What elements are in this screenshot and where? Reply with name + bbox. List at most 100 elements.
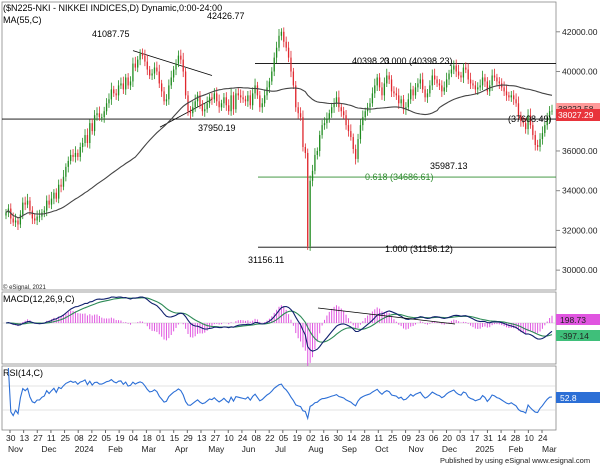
month-label: Jun: [242, 444, 256, 454]
candle-body: [196, 95, 199, 102]
candle-body: [338, 97, 340, 108]
candle-body: [508, 95, 510, 98]
candle-body: [108, 99, 110, 104]
candle-body: [343, 111, 345, 116]
candle-body: [505, 91, 508, 96]
candle-body: [386, 75, 388, 84]
rsi-panel: [2, 367, 556, 421]
candle-body: [12, 218, 14, 223]
candle-body: [67, 160, 69, 167]
candle-body: [91, 123, 93, 132]
candle-body: [53, 192, 55, 199]
date-tick-label: 27: [211, 433, 221, 443]
ma-value-flag-bg: [556, 103, 600, 114]
candle-body: [101, 117, 103, 118]
date-tick-label: 10: [224, 433, 234, 443]
annotation-label: 35987.13: [430, 161, 468, 171]
candle-body: [127, 77, 129, 86]
candle-body: [474, 85, 477, 90]
candle-body: [17, 220, 19, 225]
candle-body: [177, 55, 180, 64]
candle-body: [510, 95, 512, 98]
macd-divergence-line: [317, 307, 456, 325]
candle-body: [426, 93, 429, 98]
candle-body: [232, 95, 235, 110]
candle-body: [477, 87, 479, 90]
candle-body: [544, 125, 546, 134]
date-tick-label: 25: [61, 433, 71, 443]
date-tick-label: 04: [129, 433, 139, 443]
candle-body: [532, 125, 534, 136]
candle-body: [491, 75, 493, 86]
candle-body: [345, 115, 347, 126]
candle-body: [266, 87, 268, 96]
date-tick-label: 24: [538, 433, 548, 443]
candle-body: [105, 103, 108, 112]
candle-body: [390, 79, 393, 92]
candle-body: [256, 85, 259, 96]
candle-body: [249, 95, 251, 106]
candle-body: [211, 97, 213, 100]
candle-body: [206, 103, 208, 110]
date-tick-label: 08: [252, 433, 262, 443]
date-axis: 30 13 27 11 25 08 22 05 19 04 18 01 15 29 13 27 10 24 08 22…: [6, 430, 557, 454]
candle-body: [467, 69, 469, 80]
date-tick-label: 17: [470, 433, 480, 443]
month-label: Feb: [509, 444, 524, 454]
candle-body: [314, 154, 316, 171]
annotation-label: 42426.77: [207, 11, 245, 21]
candle-body: [546, 117, 548, 126]
candle-body: [268, 81, 271, 88]
candle-body: [93, 115, 96, 132]
candle-body: [357, 139, 359, 159]
candle-body: [287, 47, 290, 58]
date-tick-label: 09: [402, 433, 412, 443]
candle-body: [65, 166, 67, 177]
candle-body: [297, 107, 299, 114]
macd-label: MACD(12,26,9,C): [3, 294, 75, 304]
date-tick-label: 13: [197, 433, 207, 443]
candle-body: [354, 148, 357, 159]
candle-body: [132, 63, 134, 82]
candle-body: [230, 95, 232, 112]
last-price-flag: 38027.29: [558, 110, 594, 120]
price-tick-label: 40000.00: [562, 67, 598, 77]
ma-legend-label: MA(55,C): [3, 15, 42, 25]
annotation-label: 37950.19: [198, 123, 236, 133]
candle-body: [137, 59, 139, 68]
candle-body: [539, 139, 541, 147]
price-annotations: 41087.75 42426.77 37950.19 40398.230.000 (4…: [92, 11, 552, 265]
candle-body: [55, 192, 57, 199]
candle-body: [331, 107, 333, 114]
triangle-upper: [132, 50, 213, 76]
date-tick-label: 16: [320, 433, 330, 443]
macd-line: [5, 296, 553, 352]
price-tick-label: 36000.00: [562, 146, 598, 156]
date-tick-label: 02: [306, 433, 316, 443]
candle-body: [122, 83, 124, 90]
watermark: © eSignal, 2021: [3, 284, 46, 291]
candle-body: [208, 97, 211, 104]
candle-body: [534, 135, 536, 146]
candle-body: [422, 79, 424, 90]
candle-body: [402, 99, 405, 110]
chart-header: ($N225-NKI - NIKKEI INDICES,D) Dynamic,0…: [3, 3, 222, 13]
date-tick-label: 30: [6, 433, 16, 443]
candle-body: [481, 77, 484, 86]
candle-body: [393, 91, 395, 94]
date-tick-label: 01: [156, 433, 166, 443]
candle-body: [19, 214, 22, 225]
date-tick-label: 05: [101, 433, 111, 443]
date-tick-label: 29: [183, 433, 193, 443]
date-tick-label: 19: [115, 433, 125, 443]
month-label: Dec: [41, 444, 57, 454]
candle-body: [34, 218, 36, 221]
month-label: Feb: [108, 444, 123, 454]
candle-body: [163, 91, 165, 102]
panel-frame: [1, 1, 557, 291]
candle-body: [141, 53, 144, 56]
candle-body: [271, 71, 273, 82]
candle-body: [115, 93, 117, 96]
candle-body: [182, 59, 184, 72]
date-tick-label: 03: [456, 433, 466, 443]
